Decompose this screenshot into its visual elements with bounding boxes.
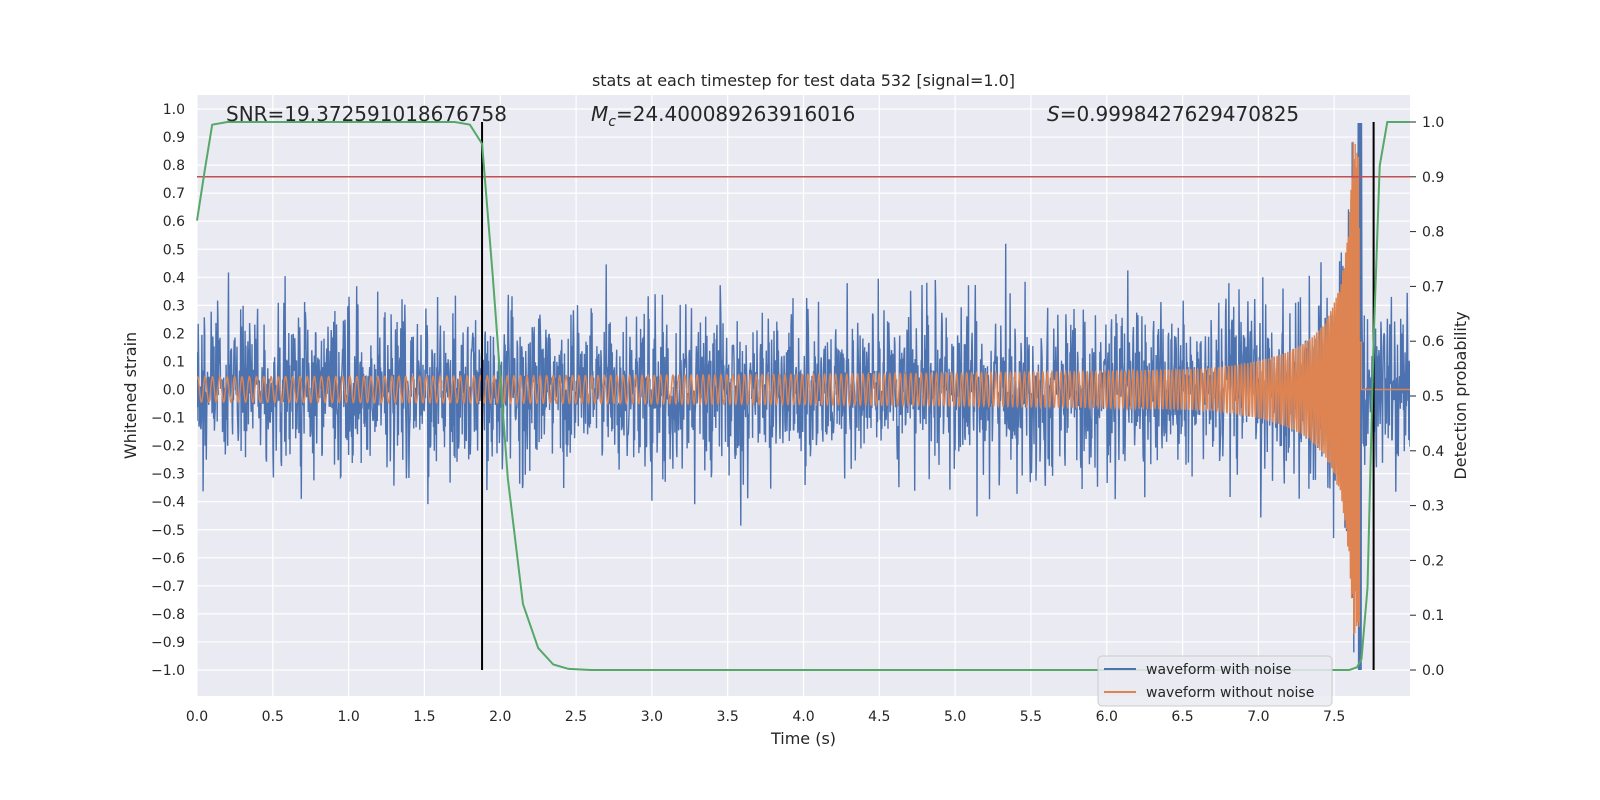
x-tick-label: 3.0 [641,709,663,725]
y-left-tick-label: 0.5 [163,242,185,258]
y-right-tick-label: 0.6 [1422,334,1444,350]
legend-box [1097,655,1333,707]
x-tick-label: 4.5 [868,709,890,725]
y-right-tick-label: 0.8 [1422,225,1444,241]
y-left-tick-label: 0.8 [163,158,185,174]
y-right-tick-label: 0.3 [1422,499,1444,515]
y-left-tick-label: 0.2 [163,326,185,342]
score-annotation: S=0.9998427629470825 [1047,102,1299,126]
y-left-tick-label: −0.5 [151,523,185,539]
y-left-tick-label: 0.4 [163,270,185,286]
x-tick-label: 5.5 [1020,709,1042,725]
y-left-tick-label: 0.1 [163,354,185,370]
y-left-tick-label: −0.4 [151,495,185,511]
y-left-tick-label: −1.0 [151,663,185,679]
y-right-tick-label: 0.9 [1422,170,1444,186]
y-left-tick-label: −0.7 [151,579,185,595]
waveform-without-noise-series [197,141,1410,634]
x-tick-label: 2.5 [565,709,587,725]
y-right-tick-label: 0.5 [1422,389,1444,405]
x-tick-label: 7.0 [1247,709,1269,725]
chirp-mass-annotation: Mc=24.400089263916016 [591,102,855,130]
snr-annotation: SNR=19.372591018676758 [226,102,507,126]
y-left-tick-label: 0.7 [163,186,185,202]
score-symbol: S [1047,102,1060,126]
chart-title: stats at each timestep for test data 532… [592,71,1015,90]
y-axis-left-label: Whitened strain [121,332,140,459]
x-tick-label: 2.0 [489,709,511,725]
y-left-tick-label: −0.3 [151,467,185,483]
legend-label-with-noise: waveform with noise [1146,662,1291,678]
annotation-lines [197,122,1410,670]
x-tick-label: 6.5 [1171,709,1193,725]
score-value: =0.9998427629470825 [1060,102,1299,126]
chirp-mass-subscript: c [608,114,616,130]
waveform-without-noise-line [197,141,1410,634]
y-right-tick-label: 0.1 [1422,608,1444,624]
chirp-mass-symbol: M [591,102,608,126]
y-left-tick-label: −0.6 [151,551,185,567]
legend: waveform with noise waveform without noi… [1097,655,1333,707]
x-tick-label: 4.0 [792,709,814,725]
detection-probability-line [196,121,1410,671]
y-right-tick-label: 0.7 [1422,279,1444,295]
y-right-tick-label: 0.2 [1422,553,1444,569]
x-tick-label: 6.0 [1096,709,1118,725]
y-right-tick-label: 1.0 [1422,115,1444,131]
x-tick-label: 3.5 [717,709,739,725]
y-left-tick-label: −0.9 [151,635,185,651]
y-left-tick-label: 0.9 [163,130,185,146]
axis-ticks: 0.0 0.5 1.0 1.5 2.0 2.5 3.0 3.5 4.0 4.5 5.0 5.5 6.0 6… [151,102,1444,725]
x-tick-label: 0.5 [262,709,284,725]
y-left-tick-label: 0.0 [163,383,185,399]
x-tick-label: 5.0 [944,709,966,725]
x-axis-label: Time (s) [770,729,836,748]
y-left-tick-label: −0.1 [151,411,185,427]
detection-probability-series [196,121,1410,671]
y-left-tick-label: 1.0 [163,102,185,118]
y-left-tick-label: −0.2 [151,439,185,455]
y-left-tick-label: 0.3 [163,298,185,314]
y-axis-right-label: Detection probability [1451,311,1470,479]
y-left-tick-label: 0.6 [163,214,185,230]
chirp-mass-value: =24.400089263916016 [616,102,855,126]
x-tick-label: 7.5 [1323,709,1345,725]
y-right-tick-label: 0.0 [1422,663,1444,679]
x-tick-label: 1.0 [337,709,359,725]
y-left-tick-label: −0.8 [151,607,185,623]
legend-label-without-noise: waveform without noise [1146,685,1314,701]
x-tick-label: 1.5 [413,709,435,725]
y-right-tick-label: 0.4 [1422,444,1444,460]
x-tick-label: 0.0 [186,709,208,725]
